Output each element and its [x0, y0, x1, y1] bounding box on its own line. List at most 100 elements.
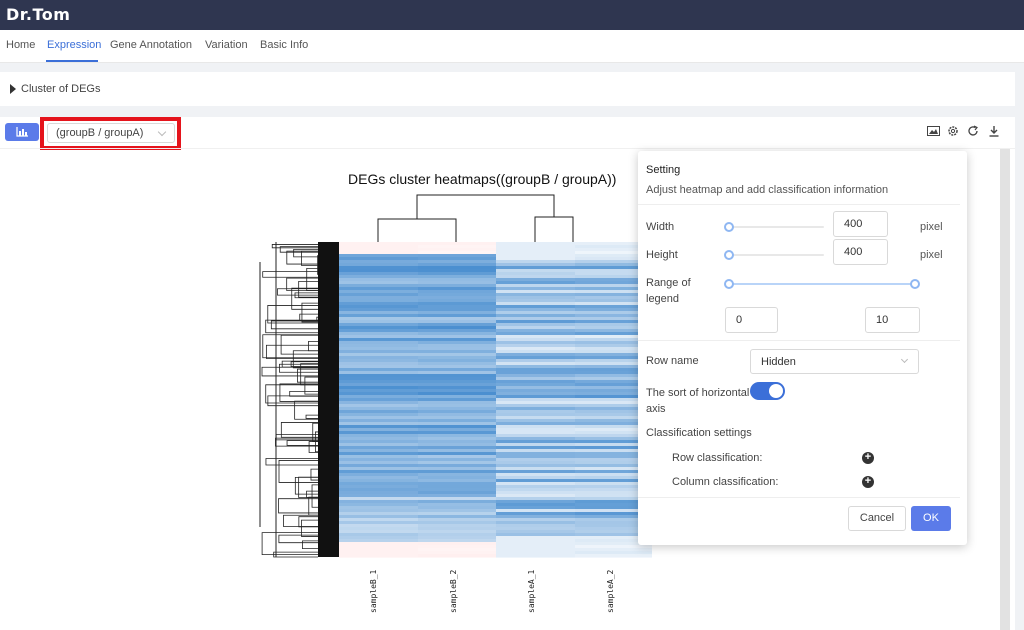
heatmap-cell — [418, 278, 496, 282]
heatmap-cell — [418, 548, 496, 552]
heatmap-cell — [418, 269, 496, 273]
heatmap-cell — [418, 254, 496, 258]
ok-button[interactable]: OK — [911, 506, 951, 531]
heatmap-cell — [339, 332, 418, 336]
width-slider-rail[interactable] — [729, 226, 824, 228]
heatmap-cell — [418, 551, 496, 555]
range-slider-track[interactable] — [729, 283, 915, 285]
heatmap-cell — [418, 452, 496, 456]
heatmap-cell — [339, 290, 418, 294]
heatmap-cell — [339, 434, 418, 438]
heatmap-cell — [418, 410, 496, 414]
heatmap-cell — [496, 266, 575, 270]
section-header[interactable]: Cluster of DEGs — [0, 72, 1015, 106]
dendrogram-branch — [261, 366, 318, 377]
nav-basic-info[interactable]: Basic Info — [260, 39, 309, 51]
heatmap-cell — [339, 341, 418, 345]
nav-variation[interactable]: Variation — [205, 39, 248, 51]
heatmap-cell — [339, 386, 418, 390]
range-min-input[interactable]: 0 — [725, 307, 778, 333]
heatmap-cell — [339, 362, 418, 366]
heatmap-cell — [418, 506, 496, 510]
heatmap-cell — [418, 341, 496, 345]
heatmap-cell — [339, 254, 418, 258]
heatmap-cell — [496, 290, 575, 294]
dendrogram-branch — [265, 384, 318, 404]
group-select-value: (groupB / groupA) — [56, 127, 144, 139]
heatmap-cell — [496, 293, 575, 297]
heatmap-cell — [496, 416, 575, 420]
heatmap-cell — [496, 383, 575, 387]
add-row-classification-icon[interactable]: + — [862, 452, 874, 464]
heatmap-cell — [496, 305, 575, 309]
chart-type-button[interactable] — [5, 123, 39, 141]
heatmap-cell — [418, 320, 496, 324]
download-icon[interactable] — [987, 125, 1001, 139]
row-dendrogram-lines — [318, 242, 339, 557]
height-input[interactable]: 400 — [833, 239, 888, 265]
heatmap-cell — [496, 548, 575, 552]
heatmap-cell — [418, 395, 496, 399]
heatmap-cell — [418, 518, 496, 522]
dendrogram-branch — [298, 280, 318, 298]
heatmap-cell — [418, 503, 496, 507]
range-min-handle[interactable] — [724, 279, 734, 289]
heatmap-cell — [339, 470, 418, 474]
width-input[interactable]: 400 — [833, 211, 888, 237]
dendrogram-branch — [278, 460, 318, 483]
heatmap-cell — [418, 536, 496, 540]
dendrogram-branch — [275, 437, 318, 447]
heatmap-cell — [339, 377, 418, 381]
heatmap-cell — [496, 419, 575, 423]
add-column-classification-icon[interactable]: + — [862, 476, 874, 488]
cancel-button[interactable]: Cancel — [848, 506, 906, 531]
heatmap-cell — [418, 422, 496, 426]
nav-home[interactable]: Home — [6, 39, 36, 51]
group-select[interactable]: (groupB / groupA) — [47, 123, 175, 143]
heatmap-cell — [418, 287, 496, 291]
heatmap-cell — [418, 398, 496, 402]
heatmap-cell — [339, 542, 418, 546]
height-slider-handle[interactable] — [724, 250, 734, 260]
height-slider-rail[interactable] — [729, 254, 824, 256]
image-icon[interactable] — [926, 125, 940, 139]
gear-icon[interactable] — [946, 125, 960, 139]
heatmap-cell — [339, 365, 418, 369]
heatmap-cell — [496, 302, 575, 306]
heatmap-cell — [496, 431, 575, 435]
heatmap-cell — [418, 305, 496, 309]
heatmap-cell — [339, 464, 418, 468]
width-slider-handle[interactable] — [724, 222, 734, 232]
refresh-icon[interactable] — [966, 125, 980, 139]
heatmap-cell — [418, 476, 496, 480]
heatmap-cell — [418, 359, 496, 363]
heatmap-cell — [339, 278, 418, 282]
heatmap-cell — [418, 365, 496, 369]
nav-gene-annotation[interactable]: Gene Annotation — [110, 39, 192, 51]
heatmap-cell — [418, 479, 496, 483]
nav-expression[interactable]: Expression — [47, 39, 102, 51]
collapse-arrow-icon[interactable] — [10, 84, 16, 94]
main-nav: Home Expression Gene Annotation Variatio… — [0, 30, 1024, 63]
dendrogram-branch — [265, 319, 318, 334]
heatmap-cell — [418, 473, 496, 477]
heatmap-cell — [339, 350, 418, 354]
range-max-input[interactable]: 10 — [865, 307, 920, 333]
range-max-handle[interactable] — [910, 279, 920, 289]
brand-logo[interactable]: Dr.Tom — [6, 5, 71, 24]
heatmap-cell — [339, 359, 418, 363]
heatmap-cell — [418, 539, 496, 543]
heatmap-cell — [496, 515, 575, 519]
dendrogram-branch — [294, 400, 318, 420]
sort-toggle[interactable] — [750, 382, 785, 400]
heatmap-cell — [496, 407, 575, 411]
dendrogram-branch — [267, 305, 318, 324]
row-name-select[interactable]: Hidden — [750, 349, 919, 374]
divider — [638, 497, 960, 498]
heatmap-cell — [339, 302, 418, 306]
heatmap-cell — [418, 443, 496, 447]
heatmap-cell — [496, 281, 575, 285]
heatmap-cell — [496, 401, 575, 405]
heatmap-cell — [496, 386, 575, 390]
vertical-scrollbar[interactable] — [1000, 149, 1010, 630]
